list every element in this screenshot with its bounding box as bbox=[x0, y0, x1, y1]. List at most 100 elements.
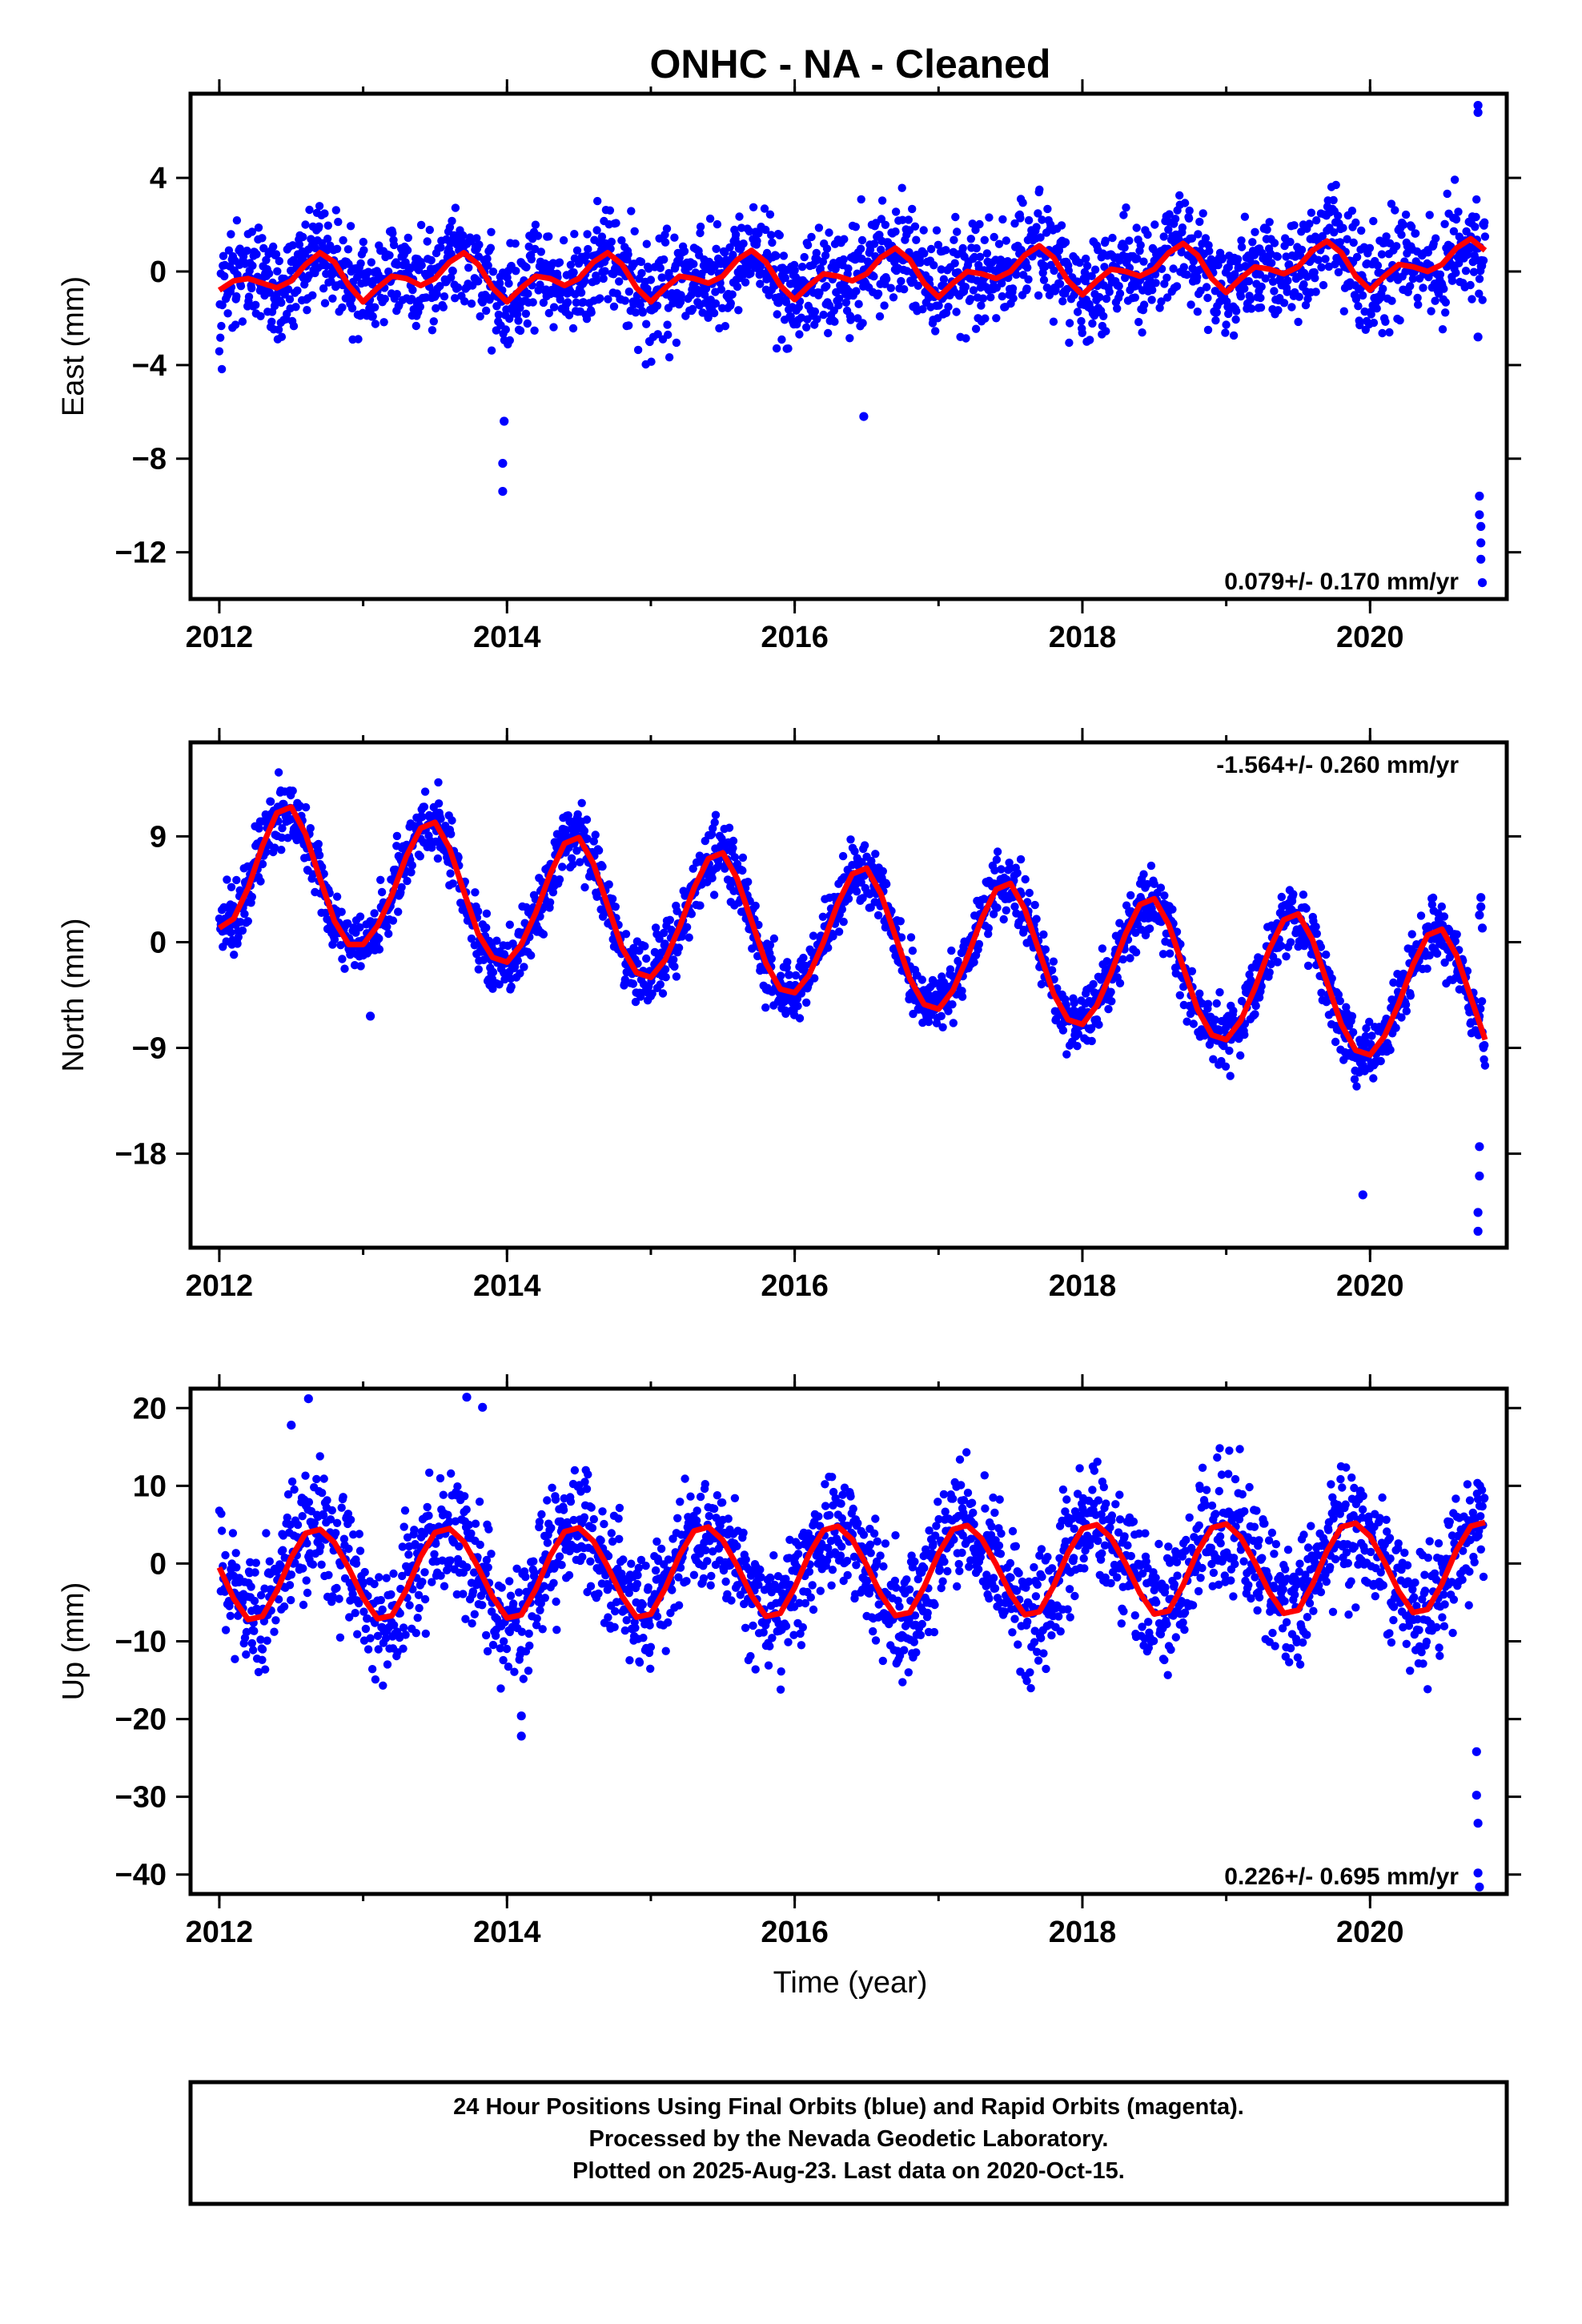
data-point bbox=[516, 326, 525, 336]
data-point bbox=[791, 971, 801, 980]
data-point bbox=[346, 1596, 355, 1605]
data-point bbox=[1098, 944, 1107, 953]
data-point bbox=[1287, 303, 1296, 312]
data-point bbox=[317, 1560, 326, 1570]
data-point bbox=[1307, 208, 1316, 217]
data-point bbox=[1263, 225, 1271, 234]
data-point bbox=[274, 768, 283, 777]
data-point bbox=[446, 1556, 455, 1565]
data-point bbox=[1162, 293, 1172, 302]
data-point bbox=[375, 1573, 383, 1582]
data-point bbox=[1408, 274, 1418, 283]
data-point bbox=[259, 243, 268, 253]
data-point bbox=[1256, 303, 1266, 312]
data-point bbox=[283, 834, 292, 842]
data-point bbox=[486, 243, 496, 252]
data-point bbox=[734, 306, 743, 315]
data-point bbox=[389, 240, 399, 250]
data-point bbox=[1273, 252, 1283, 261]
data-point bbox=[1086, 336, 1094, 344]
data-point bbox=[1257, 282, 1266, 292]
data-point bbox=[356, 259, 365, 268]
data-point bbox=[1169, 264, 1178, 273]
data-point bbox=[420, 1594, 430, 1604]
data-point bbox=[539, 298, 548, 308]
data-point bbox=[1202, 283, 1211, 292]
data-point bbox=[1406, 282, 1415, 291]
data-point bbox=[511, 239, 520, 248]
data-point bbox=[1099, 312, 1108, 320]
data-point bbox=[950, 235, 958, 244]
data-point bbox=[332, 892, 342, 901]
data-point bbox=[1126, 954, 1134, 963]
data-point bbox=[906, 933, 916, 942]
data-point bbox=[236, 282, 246, 291]
data-point bbox=[1452, 215, 1461, 224]
data-point bbox=[482, 923, 491, 932]
data-point bbox=[1401, 1000, 1411, 1009]
data-point bbox=[258, 1655, 267, 1664]
data-point bbox=[436, 243, 445, 252]
data-point bbox=[839, 255, 848, 264]
data-point bbox=[267, 317, 276, 326]
data-point bbox=[949, 1019, 958, 1027]
data-point bbox=[258, 1645, 267, 1654]
data-point bbox=[303, 1588, 312, 1598]
data-point bbox=[234, 932, 243, 942]
data-point bbox=[1478, 296, 1487, 304]
data-point bbox=[262, 1529, 271, 1538]
data-point bbox=[592, 226, 601, 235]
data-point bbox=[254, 1667, 263, 1677]
data-point bbox=[527, 951, 536, 960]
data-point bbox=[812, 248, 821, 258]
data-point bbox=[829, 932, 837, 941]
data-point bbox=[433, 854, 443, 863]
data-point bbox=[1219, 254, 1227, 263]
data-point bbox=[231, 1549, 240, 1558]
data-point bbox=[564, 311, 574, 320]
data-point bbox=[877, 215, 886, 223]
data-point bbox=[938, 1023, 947, 1032]
data-point bbox=[1283, 276, 1292, 285]
data-point bbox=[436, 1474, 445, 1483]
data-point bbox=[1043, 204, 1052, 214]
data-point bbox=[1225, 1046, 1234, 1055]
data-point bbox=[1447, 276, 1457, 285]
data-point bbox=[570, 230, 579, 239]
data-point bbox=[897, 276, 905, 286]
data-point bbox=[227, 883, 236, 892]
data-point bbox=[580, 826, 589, 835]
data-point bbox=[900, 285, 909, 294]
data-point bbox=[739, 239, 748, 248]
data-point bbox=[354, 335, 363, 344]
data-point bbox=[238, 317, 247, 326]
y-tick-label: 9 bbox=[150, 820, 167, 854]
data-point bbox=[617, 236, 626, 245]
data-point bbox=[651, 923, 661, 932]
data-point bbox=[822, 282, 831, 291]
data-point bbox=[363, 1614, 371, 1623]
data-point bbox=[275, 256, 283, 266]
data-point bbox=[1177, 247, 1186, 257]
data-point bbox=[400, 1522, 408, 1531]
data-point bbox=[873, 289, 883, 298]
data-point bbox=[416, 302, 424, 312]
data-point bbox=[447, 1469, 456, 1478]
data-point bbox=[1236, 292, 1246, 301]
data-point bbox=[279, 1546, 287, 1554]
data-point bbox=[670, 233, 679, 242]
data-point bbox=[1219, 1042, 1228, 1051]
data-point bbox=[670, 962, 679, 971]
data-point bbox=[399, 1623, 408, 1632]
data-point bbox=[287, 1477, 297, 1486]
data-point bbox=[738, 853, 748, 862]
data-point bbox=[235, 886, 244, 895]
data-point bbox=[283, 1490, 293, 1499]
data-point bbox=[765, 210, 775, 219]
data-point bbox=[1312, 216, 1321, 225]
data-point bbox=[1311, 923, 1320, 931]
data-point bbox=[1423, 248, 1433, 257]
data-point bbox=[514, 316, 523, 325]
data-point bbox=[370, 909, 379, 918]
data-point bbox=[1062, 1050, 1071, 1059]
